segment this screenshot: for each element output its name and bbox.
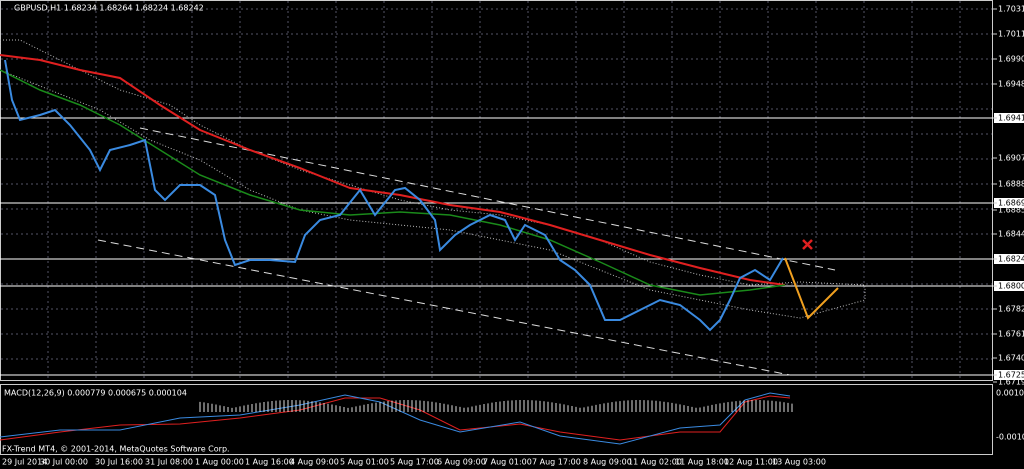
price-label: 1.67257 (998, 371, 1024, 380)
macd-axis-label: -0.0010 (996, 433, 1024, 442)
time-label: 31 Jul 08:00 (145, 458, 193, 467)
price-label: 1.69485 (998, 80, 1024, 89)
price-label-box (994, 198, 1024, 208)
time-label: 8 Aug 09:00 (583, 458, 632, 467)
price-label: 1.69070 (998, 154, 1024, 163)
price-label: 1.68696 (998, 199, 1024, 208)
price-label: 1.67820 (998, 305, 1024, 314)
time-label: 13 Aug 03:00 (772, 458, 826, 467)
price-label: 1.67195 (998, 378, 1024, 387)
macd-histogram (199, 400, 793, 412)
time-label: 30 Jul 00:00 (40, 458, 88, 467)
price-label: 1.67405 (998, 354, 1024, 363)
macd-line (0, 392, 791, 445)
chart-header: GBPUSD,H1 1.68234 1.68264 1.68224 1.6824… (14, 4, 204, 13)
main-frame (0, 0, 993, 381)
time-label: 11 Aug 02:00 (628, 458, 682, 467)
channel-line (97, 239, 791, 376)
price-label: 1.68440 (998, 230, 1024, 239)
macd-frame (0, 384, 993, 455)
price-label: 1.67610 (998, 330, 1024, 339)
time-label: 12 Aug 11:00 (724, 458, 778, 467)
price-label-box (994, 113, 1024, 123)
macd-signal (0, 395, 791, 441)
time-label: 1 Aug 00:00 (195, 458, 244, 467)
time-label: 4 Aug 09:00 (290, 458, 339, 467)
price-label: 1.68880 (998, 180, 1024, 189)
macd-axis-label: 0.00102 (996, 389, 1024, 398)
time-label: 5 Aug 17:00 (390, 458, 439, 467)
time-label: 6 Aug 09:00 (437, 458, 486, 467)
price-label: 1.69418 (998, 114, 1024, 123)
time-label: 30 Jul 16:00 (95, 458, 143, 467)
macd-label: MACD(12,26,9) 0.000779 0.000675 0.000104 (4, 389, 187, 398)
labels: GBPUSD,H1 1.68234 1.68264 1.68224 1.6824… (2, 4, 1024, 467)
forecast (784, 257, 839, 320)
price-label-box (994, 370, 1024, 380)
time-label: 29 Jul 2014 (2, 458, 47, 467)
price-label: 1.69900 (998, 55, 1024, 64)
time-label: 7 Aug 01:00 (483, 458, 532, 467)
price-label: 1.70315 (998, 5, 1024, 14)
signal-cross (802, 239, 813, 250)
price-label: 1.70110 (998, 30, 1024, 39)
time-label: 1 Aug 16:00 (245, 458, 294, 467)
levels (0, 117, 993, 376)
price-path (4, 59, 784, 332)
price-label: 1.68003 (998, 282, 1024, 291)
cloud (0, 39, 866, 319)
copyright: FX-Trend MT4, © 2001-2014, MetaQuotes So… (2, 445, 230, 454)
price-label: 1.68242 (998, 255, 1024, 264)
price-label: 1.68850 (998, 206, 1024, 215)
time-label: 5 Aug 01:00 (340, 458, 389, 467)
price-label-box (994, 254, 1024, 264)
time-label: 7 Aug 17:00 (532, 458, 581, 467)
moving-average-red (0, 54, 786, 286)
time-label: 11 Aug 18:00 (675, 458, 729, 467)
price-label-box (994, 281, 1024, 291)
